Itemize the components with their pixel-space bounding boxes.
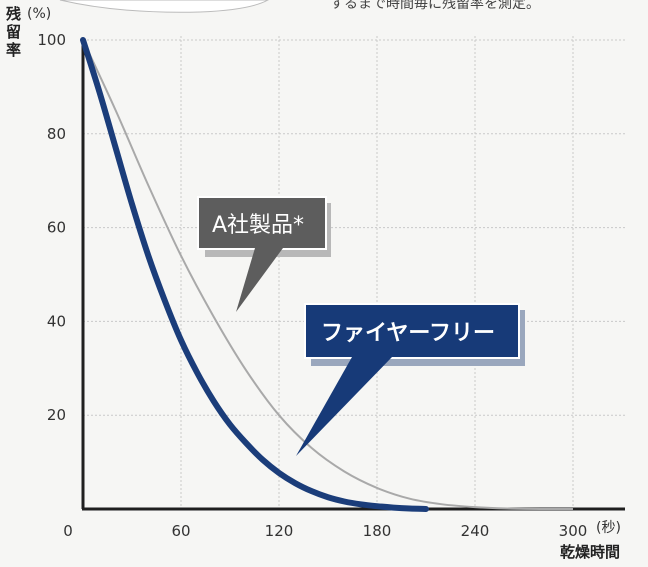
callout-f-pointer bbox=[296, 357, 392, 456]
callout-fire-free: ファイヤーフリー bbox=[296, 303, 525, 456]
y-tick-label: 60 bbox=[47, 219, 66, 237]
x-axis-title: 乾燥時間 bbox=[560, 543, 620, 561]
top-note: するまで時間毎に残留率を測定。 bbox=[330, 0, 540, 12]
y-tick-label: 20 bbox=[47, 406, 66, 424]
y-axis-title-char: 率 bbox=[6, 41, 21, 59]
callout-f-box bbox=[304, 303, 520, 359]
callout-a-pointer bbox=[236, 248, 283, 312]
callout-f-label: ファイヤーフリー bbox=[321, 321, 495, 346]
y-axis-title: 残 留 率 bbox=[6, 5, 21, 59]
y-axis-unit: (%) bbox=[27, 6, 51, 22]
x-tick-label: 60 bbox=[171, 522, 190, 540]
cutoff-badge-shape bbox=[59, 0, 270, 13]
x-tick-labels: 0 60 120 180 240 300 bbox=[63, 522, 587, 540]
gridlines bbox=[83, 36, 625, 509]
y-tick-label: 100 bbox=[37, 31, 66, 49]
y-axis-title-char: 残 bbox=[6, 5, 21, 23]
callout-a-company: A社製品* bbox=[197, 196, 331, 312]
y-tick-labels: 20 40 60 80 100 bbox=[37, 31, 66, 424]
callout-a-label: A社製品* bbox=[212, 213, 304, 238]
x-axis-unit: (秒) bbox=[596, 520, 621, 536]
series-line-fire-free bbox=[80, 37, 429, 512]
x-tick-label: 240 bbox=[461, 522, 490, 540]
x-tick-label: 0 bbox=[63, 522, 73, 540]
y-tick-label: 80 bbox=[47, 125, 66, 143]
x-tick-label: 300 bbox=[559, 522, 588, 540]
series-line-a-company bbox=[82, 39, 574, 511]
y-tick-label: 40 bbox=[47, 312, 66, 330]
x-tick-label: 180 bbox=[363, 522, 392, 540]
y-axis-title-char: 留 bbox=[6, 23, 21, 41]
x-tick-label: 120 bbox=[265, 522, 294, 540]
